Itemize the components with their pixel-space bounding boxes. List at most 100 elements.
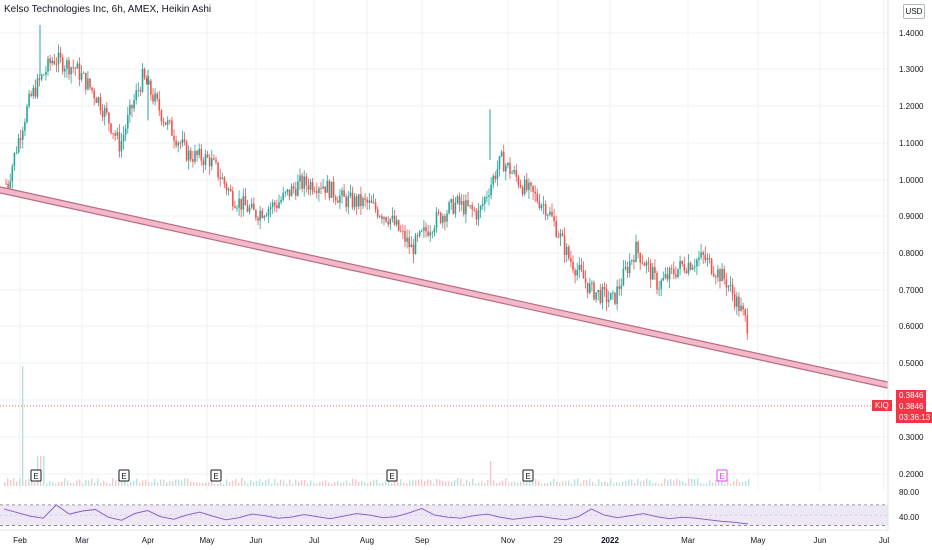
candle-body [372, 202, 375, 204]
candle-body [439, 212, 442, 223]
candle-body [127, 115, 129, 129]
volume-bar [601, 482, 603, 486]
candle-body [551, 211, 553, 217]
candle-body [626, 266, 629, 274]
volume-bar [244, 480, 246, 486]
volume-bar [685, 482, 687, 486]
volume-bar [235, 478, 237, 486]
candle-body [221, 177, 224, 179]
candle-body [584, 278, 587, 283]
candle-body [618, 286, 620, 289]
volume-bar [610, 479, 612, 486]
candle-body [328, 180, 331, 198]
volume-bar [469, 481, 471, 486]
volume-bar [232, 480, 234, 486]
candle-body [208, 157, 211, 167]
candle-body [603, 286, 606, 290]
candle-body [89, 78, 91, 88]
candle-body [122, 134, 125, 142]
candle-body [26, 106, 28, 123]
volume-bar [622, 481, 624, 486]
volume-bar [199, 482, 201, 486]
volume-bar [427, 479, 429, 486]
price-axis[interactable]: 1.4000 1.3000 1.2000 1.1000 1.0000 0.9000 0.80… [899, 29, 924, 522]
volume-bar [730, 483, 732, 486]
candle-body [555, 221, 557, 237]
candle-body [664, 274, 667, 278]
volume-bar [13, 478, 15, 486]
candle-body [322, 186, 324, 189]
volume-bar [172, 481, 174, 486]
trendline-upper [0, 186, 889, 383]
candle-body [55, 64, 58, 65]
earnings-marker-label: E [33, 472, 38, 481]
y-tick-label: 1.0000 [899, 176, 924, 185]
volume-bar [142, 480, 144, 486]
volume-bar [127, 483, 129, 486]
candle-body [166, 120, 169, 125]
candle-body [662, 277, 665, 281]
candle-body [515, 170, 518, 177]
volume-bar [61, 481, 63, 486]
volume-bar [73, 482, 75, 486]
volume-bar [64, 478, 66, 486]
candle-body [685, 270, 688, 273]
volume-bar [391, 483, 393, 486]
volume-bar [118, 478, 120, 486]
last-price-label-secondary: 0.3846 [896, 401, 927, 412]
earnings-marker [386, 469, 398, 482]
candle-body [334, 197, 337, 201]
volume-bar [274, 478, 276, 486]
candle-body [194, 150, 196, 162]
candle-body [253, 203, 255, 211]
y-tick-label: 0.2000 [899, 470, 924, 479]
volume-bar [577, 478, 579, 486]
candle-body [97, 97, 100, 103]
volume-bar [562, 481, 564, 486]
candle-body [528, 182, 530, 190]
candle-body [22, 130, 24, 140]
trendline-channel[interactable] [0, 186, 889, 389]
candle-body [605, 289, 608, 302]
volume-bar [478, 482, 480, 486]
candle-body [421, 230, 423, 232]
candle-body [17, 138, 20, 153]
volume-bar [472, 478, 474, 486]
candle-body [593, 282, 595, 300]
earnings-marker-label: E [719, 472, 724, 481]
volume-bar [106, 482, 108, 486]
candle-body [465, 200, 467, 215]
volume-bar [586, 479, 588, 486]
candle-body [114, 133, 116, 136]
candle-body [47, 58, 49, 72]
volume-bar [403, 482, 405, 486]
candle-body [435, 212, 438, 228]
currency-badge[interactable]: USD [903, 4, 925, 19]
candle-body [223, 177, 226, 184]
volume-bar [52, 482, 54, 486]
volume-bar [205, 482, 207, 486]
candle-body [517, 176, 520, 185]
candle-body [129, 104, 131, 116]
candle-body [731, 284, 734, 295]
candle-body [292, 186, 295, 189]
candle-body [349, 192, 352, 196]
candle-body [502, 151, 505, 172]
candle-body [196, 150, 198, 156]
candle-body [339, 195, 341, 203]
volume-bar [376, 479, 378, 486]
y-tick-label: 0.6000 [899, 322, 924, 331]
candle-body [557, 236, 560, 238]
volume-bar [94, 482, 96, 486]
candle-body [158, 99, 161, 111]
volume-bar [406, 483, 408, 486]
candle-body [318, 188, 320, 193]
candle-body [74, 67, 77, 69]
candle-body [250, 203, 253, 208]
candle-body [40, 74, 43, 80]
candle-body [687, 262, 690, 273]
time-axis[interactable]: Feb Mar Apr May Jun Jul Aug Sep Nov 29 2022 Mar May J… [13, 536, 889, 545]
volume-bar [100, 483, 102, 486]
volume-bar [709, 479, 711, 486]
